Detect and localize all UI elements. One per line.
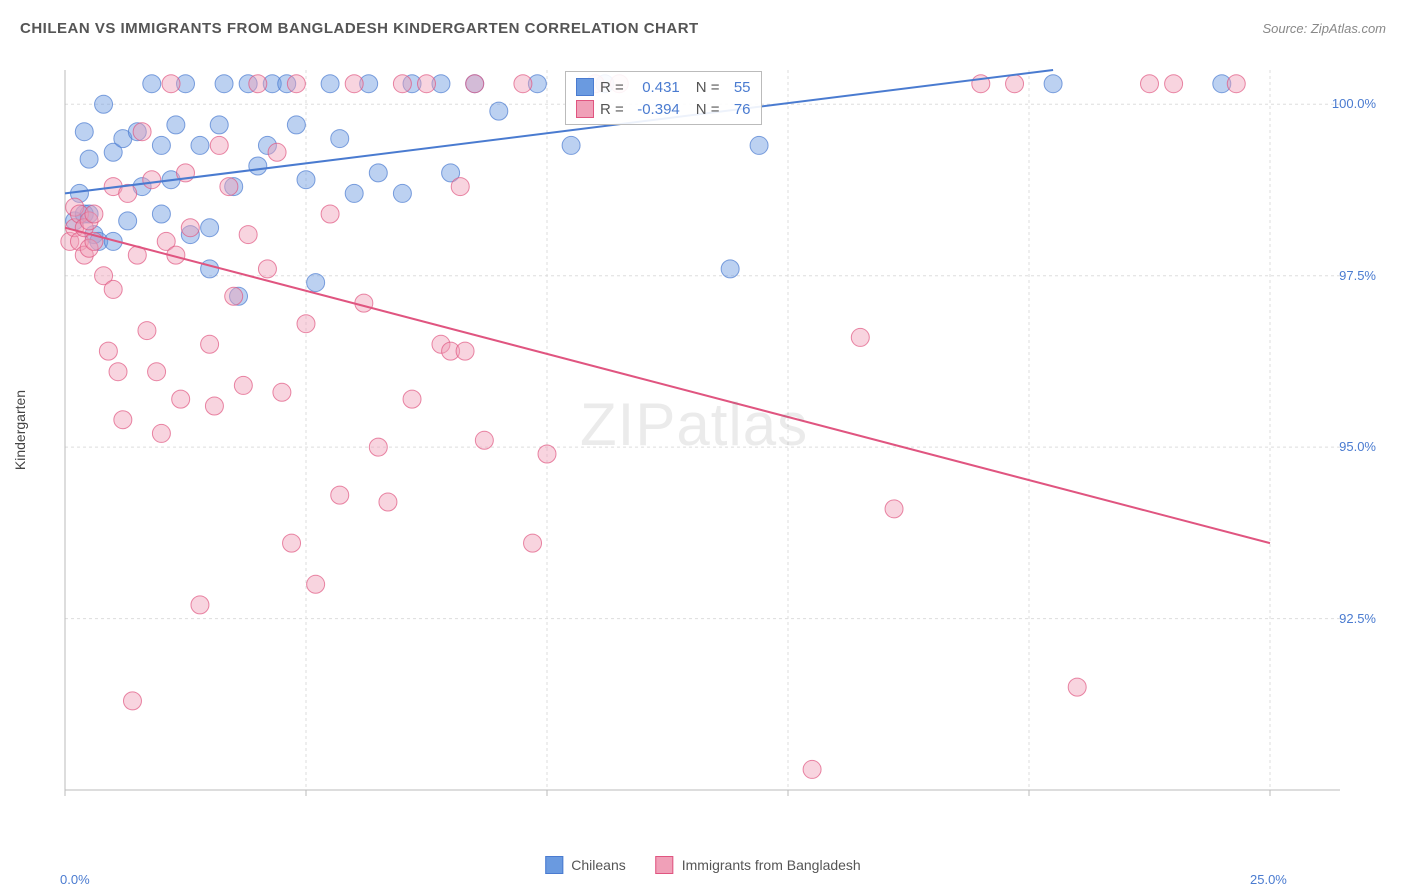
legend-swatch-bangladesh	[656, 856, 674, 874]
x-tick-label: 25.0%	[1250, 872, 1287, 887]
stats-row-chileans: R = 0.431 N = 55	[576, 76, 751, 98]
y-tick-label: 92.5%	[1339, 611, 1376, 626]
r-label: R =	[600, 79, 624, 96]
n-label: N =	[696, 79, 720, 96]
legend-swatch-chileans	[545, 856, 563, 874]
stats-swatch-bangladesh	[576, 100, 594, 118]
n-value-bangladesh: 76	[726, 101, 751, 118]
y-tick-label: 100.0%	[1332, 96, 1376, 111]
legend-item-chileans: Chileans	[545, 856, 625, 874]
x-tick-label: 0.0%	[60, 872, 90, 887]
y-axis-label: Kindergarten	[12, 390, 28, 470]
header: CHILEAN VS IMMIGRANTS FROM BANGLADESH KI…	[20, 20, 1386, 37]
scatter-plot	[60, 60, 1350, 820]
stats-swatch-chileans	[576, 78, 594, 96]
source-label: Source: ZipAtlas.com	[1262, 21, 1386, 36]
chart-title: CHILEAN VS IMMIGRANTS FROM BANGLADESH KI…	[20, 20, 699, 37]
bottom-legend: Chileans Immigrants from Bangladesh	[545, 856, 860, 874]
n-value-chileans: 55	[726, 79, 751, 96]
legend-label-bangladesh: Immigrants from Bangladesh	[682, 857, 861, 873]
stats-box: R = 0.431 N = 55 R = -0.394 N = 76	[565, 71, 762, 125]
stats-row-bangladesh: R = -0.394 N = 76	[576, 98, 751, 120]
y-tick-label: 95.0%	[1339, 439, 1376, 454]
n-label-2: N =	[696, 101, 720, 118]
r-label-2: R =	[600, 101, 624, 118]
legend-label-chileans: Chileans	[571, 857, 625, 873]
r-value-chileans: 0.431	[630, 79, 680, 96]
r-value-bangladesh: -0.394	[630, 101, 680, 118]
chart-area: ZIPatlas R = 0.431 N = 55 R = -0.394 N =…	[60, 60, 1350, 820]
legend-item-bangladesh: Immigrants from Bangladesh	[656, 856, 861, 874]
y-tick-label: 97.5%	[1339, 268, 1376, 283]
chart-container: CHILEAN VS IMMIGRANTS FROM BANGLADESH KI…	[0, 0, 1406, 892]
